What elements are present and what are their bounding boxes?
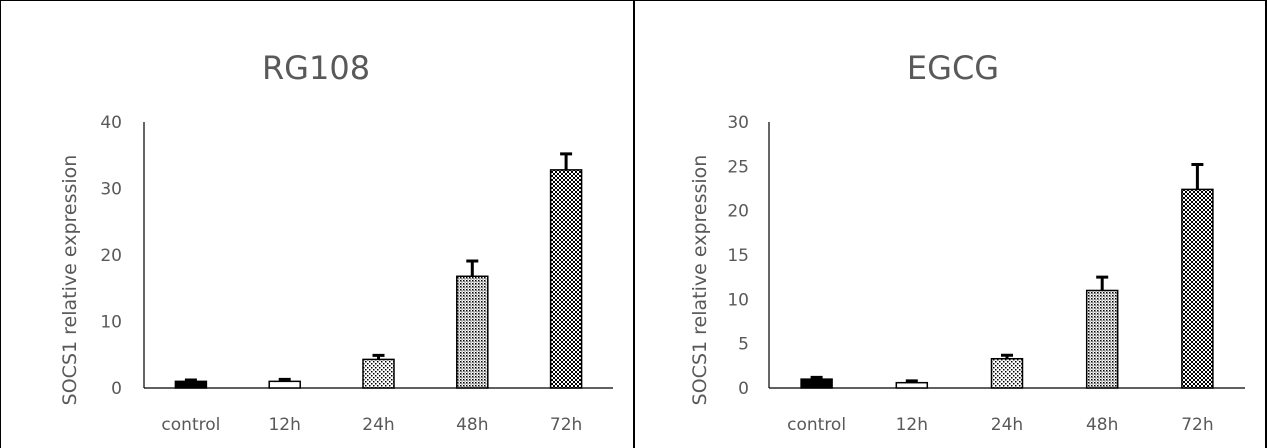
y-tick-label: 15 xyxy=(727,246,749,266)
egcg-chart: EGCG SOCS1 relative expression 0 5 10 15 20 25 3… xyxy=(689,49,1245,435)
error-bar-72h xyxy=(560,152,573,170)
bar-72h xyxy=(1181,188,1214,389)
chart-title: EGCG xyxy=(907,49,999,87)
y-axis-label: SOCS1 relative expression xyxy=(689,155,711,406)
bar-24h xyxy=(362,358,395,389)
chart-title: RG108 xyxy=(262,49,370,87)
y-tick-label: 20 xyxy=(727,202,749,222)
x-tick-label: 48h xyxy=(456,415,488,435)
y-tick-label: 10 xyxy=(100,313,122,333)
y-tick-label: 30 xyxy=(100,180,122,200)
y-tick-label: 0 xyxy=(111,379,122,399)
y-tick-label: 20 xyxy=(100,246,122,266)
error-bar-12h xyxy=(278,377,291,382)
x-tick-label: 24h xyxy=(991,415,1023,435)
bar-24h xyxy=(990,357,1024,389)
x-tick-label: control xyxy=(787,415,846,435)
error-bar-control xyxy=(184,378,197,382)
error-bar-48h xyxy=(1096,275,1109,291)
x-tick-label: 12h xyxy=(268,415,300,435)
error-bar-24h xyxy=(1001,353,1013,359)
y-tick-label: 40 xyxy=(100,113,122,133)
y-tick-label: 5 xyxy=(738,335,749,355)
rg108-chart: RG108 SOCS1 relative expression 0 10 20 30 40 c… xyxy=(59,49,613,435)
y-tick-label: 25 xyxy=(727,157,749,177)
bar-48h xyxy=(456,275,489,389)
x-tick-label: 48h xyxy=(1086,415,1118,435)
x-tick-label: 24h xyxy=(362,415,394,435)
y-tick-label: 10 xyxy=(727,290,749,310)
bar-control xyxy=(800,378,833,389)
error-bar-24h xyxy=(372,353,385,360)
x-tick-label: 72h xyxy=(550,415,582,435)
chart-panel-rg108: RG108 SOCS1 relative expression 0 10 20 30 40 c… xyxy=(0,0,635,448)
y-axis-label: SOCS1 relative expression xyxy=(59,155,81,406)
y-tick-label: 30 xyxy=(727,113,749,133)
x-tick-label: control xyxy=(161,415,220,435)
y-tick-label: 0 xyxy=(738,379,749,399)
error-bar-12h xyxy=(905,379,918,383)
bar-72h xyxy=(549,169,583,389)
chart-panel-egcg: EGCG SOCS1 relative expression 0 5 10 15 20 25 3… xyxy=(635,0,1267,448)
bar-12h xyxy=(895,381,929,389)
bar-control xyxy=(174,380,208,389)
bar-48h xyxy=(1085,289,1119,389)
error-bar-72h xyxy=(1191,163,1204,190)
bar-12h xyxy=(268,380,301,389)
x-tick-label: 12h xyxy=(896,415,928,435)
x-tick-label: 72h xyxy=(1181,415,1213,435)
error-bar-48h xyxy=(466,259,479,277)
error-bar-control xyxy=(810,375,823,380)
